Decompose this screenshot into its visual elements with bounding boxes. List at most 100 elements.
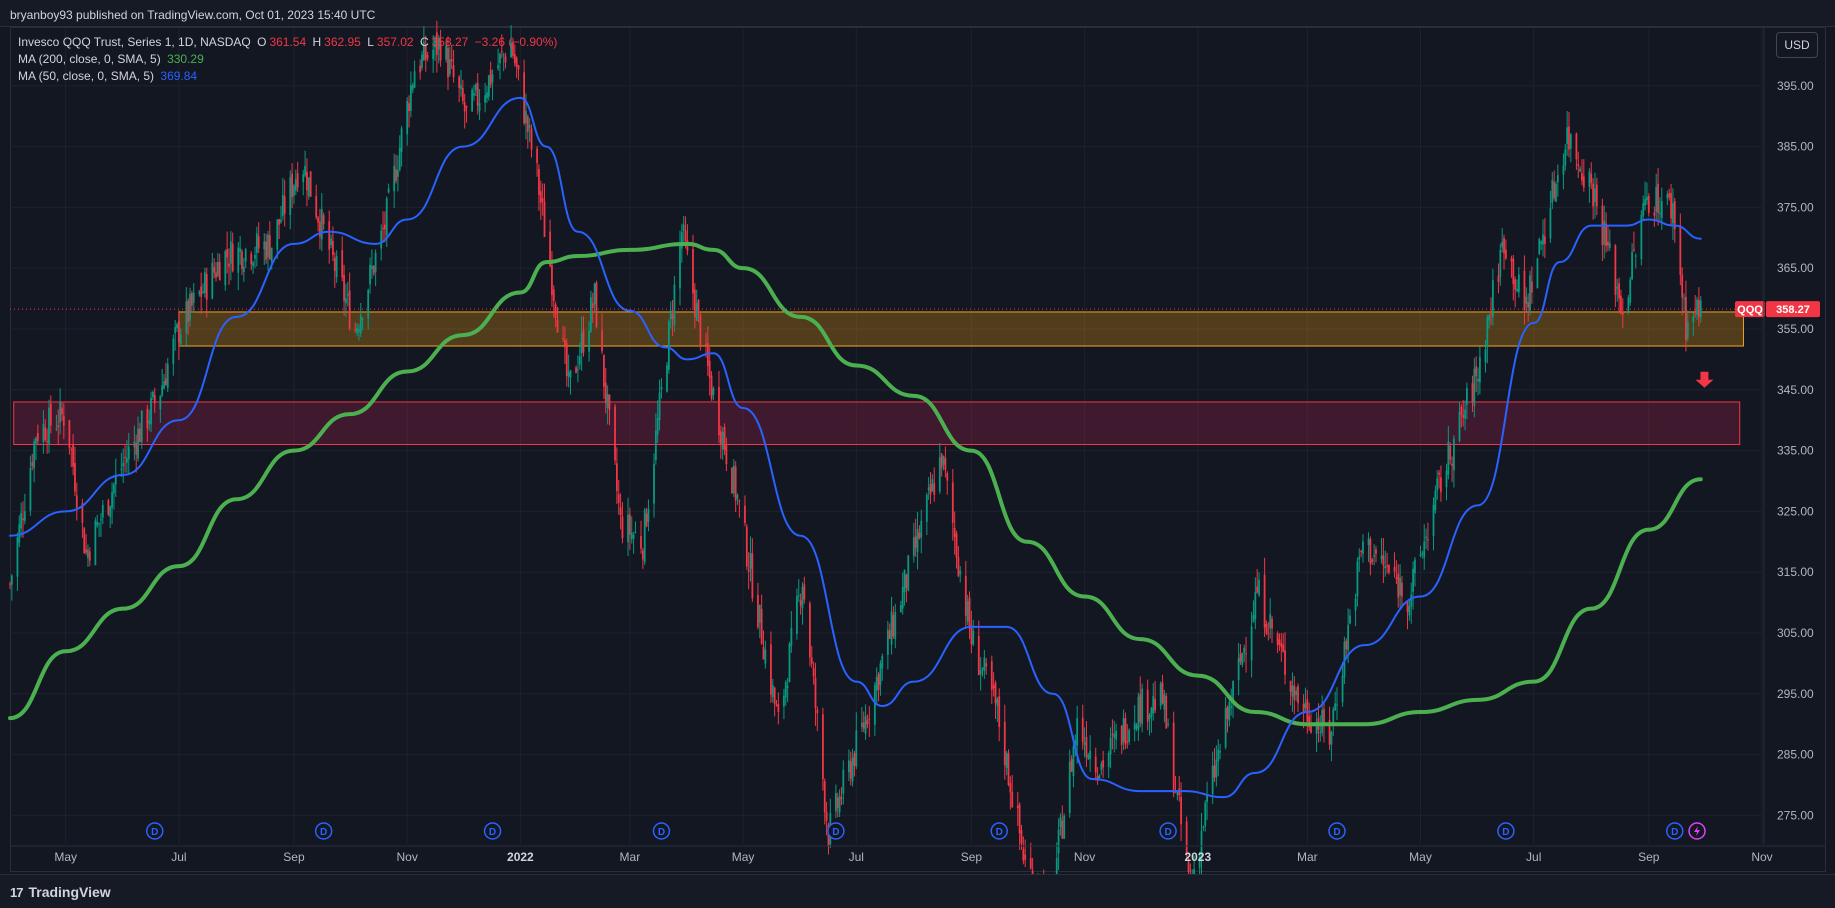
candle (306, 158, 308, 207)
candle (771, 678, 774, 703)
candle (1375, 545, 1377, 563)
candle (1245, 636, 1247, 673)
candle (176, 322, 178, 332)
candle (1395, 560, 1398, 585)
candle (994, 680, 997, 720)
candle (551, 251, 553, 307)
candle (473, 84, 475, 101)
candle (530, 124, 533, 158)
candle-body (419, 65, 422, 73)
candle-body (784, 682, 787, 698)
candle (1276, 631, 1279, 654)
dividend-marker-icon (990, 822, 1008, 840)
candle (174, 320, 177, 351)
candle-body (1068, 761, 1071, 814)
candle-body (801, 586, 804, 609)
candle-body (1594, 188, 1596, 203)
candle-body (1278, 639, 1281, 645)
candle-body (231, 243, 234, 272)
candle-body (1141, 688, 1144, 725)
candle (838, 789, 841, 818)
candle-body (497, 65, 500, 69)
candle (1139, 676, 1142, 728)
candle (213, 258, 216, 279)
candle (1282, 633, 1285, 653)
tradingview-logo[interactable]: 17 TradingView (10, 884, 111, 900)
candle-body (604, 382, 607, 404)
candle (617, 480, 620, 515)
candle (834, 784, 837, 818)
candle-body (16, 537, 19, 577)
candle-body (680, 232, 683, 249)
open-label: O (257, 35, 267, 49)
candle (458, 75, 461, 103)
ma200-row[interactable]: MA (200, close, 0, SMA, 5) 330.29 (18, 51, 560, 68)
candle-body (628, 514, 631, 535)
candle (1280, 632, 1283, 662)
candle (799, 593, 802, 615)
candle-body (486, 92, 488, 99)
candle (83, 526, 86, 554)
candle-body (525, 111, 527, 124)
candle (1696, 296, 1698, 321)
dividend-marker-label: D (151, 827, 158, 838)
candle (101, 500, 104, 525)
candle-body (959, 570, 962, 575)
candle (695, 289, 698, 322)
candle-body (72, 444, 75, 467)
candle-body (88, 551, 91, 561)
candle-body (888, 630, 891, 639)
footer: 17 TradingView (0, 874, 1835, 908)
candle (250, 251, 253, 271)
candle (1653, 206, 1656, 227)
candle (140, 410, 143, 449)
candle-body (152, 392, 154, 398)
currency-button[interactable]: USD (1776, 32, 1818, 58)
candle (1512, 254, 1515, 301)
candle (1620, 289, 1622, 315)
candle-body (1280, 643, 1283, 648)
candle (228, 248, 230, 285)
candle (62, 403, 65, 440)
candle-body (226, 249, 229, 258)
candle (1297, 683, 1299, 713)
dividend-marker-label: D (996, 827, 1003, 838)
candle-body (977, 635, 980, 675)
candle-body (536, 148, 538, 164)
candle-body (1007, 753, 1010, 786)
candle (476, 73, 479, 115)
candle-body (348, 290, 351, 329)
candle-body (710, 375, 713, 399)
candle (10, 574, 13, 601)
candle (74, 446, 76, 497)
candle (44, 419, 47, 442)
ohlc-row: Invesco QQQ Trust, Series 1, 1D, NASDAQ … (18, 34, 560, 51)
ma50-row[interactable]: MA (50, close, 0, SMA, 5) 369.84 (18, 68, 560, 85)
candle-body (1484, 349, 1487, 363)
candle (445, 40, 448, 63)
candle (1141, 683, 1144, 733)
candle-body (1543, 236, 1546, 244)
candle-body (577, 369, 579, 371)
candle (925, 492, 928, 536)
candle-body (1642, 203, 1645, 216)
candle-body (840, 797, 843, 800)
candle (990, 655, 993, 704)
candle (1694, 295, 1697, 318)
candle-body (1530, 281, 1533, 293)
candle (569, 369, 572, 395)
candle-body (1310, 722, 1312, 733)
candle (1655, 173, 1658, 221)
candle-body (57, 425, 60, 428)
dividend-marker-label: D (832, 827, 839, 838)
candle-body (1471, 383, 1474, 403)
candle-body (1003, 721, 1006, 765)
candle (398, 135, 401, 172)
candle-body (426, 54, 429, 58)
candle (1111, 719, 1114, 750)
candle (159, 394, 162, 423)
candle-body (994, 682, 997, 704)
candle-body (484, 95, 487, 103)
candle (942, 455, 945, 471)
